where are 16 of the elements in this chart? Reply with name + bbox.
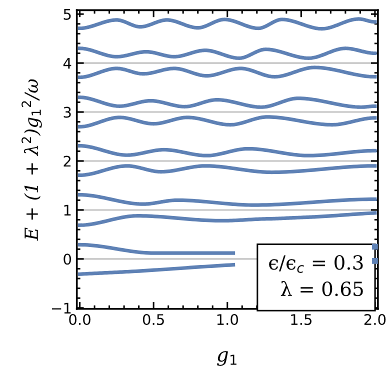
y-tick-label: −1 [52, 302, 71, 314]
x-axis-title: g$_{1}$ [217, 351, 236, 366]
y-tick-label: 2 [64, 156, 71, 167]
y-tick-label: 4 [63, 58, 72, 69]
x-tick-label: 1.0 [217, 314, 238, 326]
annotation: λ = 0.65 [280, 281, 363, 296]
y-tick-label: 3 [64, 106, 71, 118]
y-tick-label: 0 [64, 254, 71, 265]
x-tick-label: 0.0 [69, 314, 90, 326]
x-tick-label: 2.0 [364, 314, 386, 326]
y-axis-title: E + (1 + λ$^{2}$)g$_{1}$$^{2}$/ω [22, 79, 42, 241]
y-tick-label: 1 [64, 204, 71, 216]
x-tick-label: 0.5 [142, 314, 164, 326]
y-tick-label: 5 [64, 8, 71, 20]
annotation: ϵ/ϵ$_{c}$ = 0.3 [269, 255, 363, 273]
x-tick-label: 1.5 [291, 314, 312, 326]
